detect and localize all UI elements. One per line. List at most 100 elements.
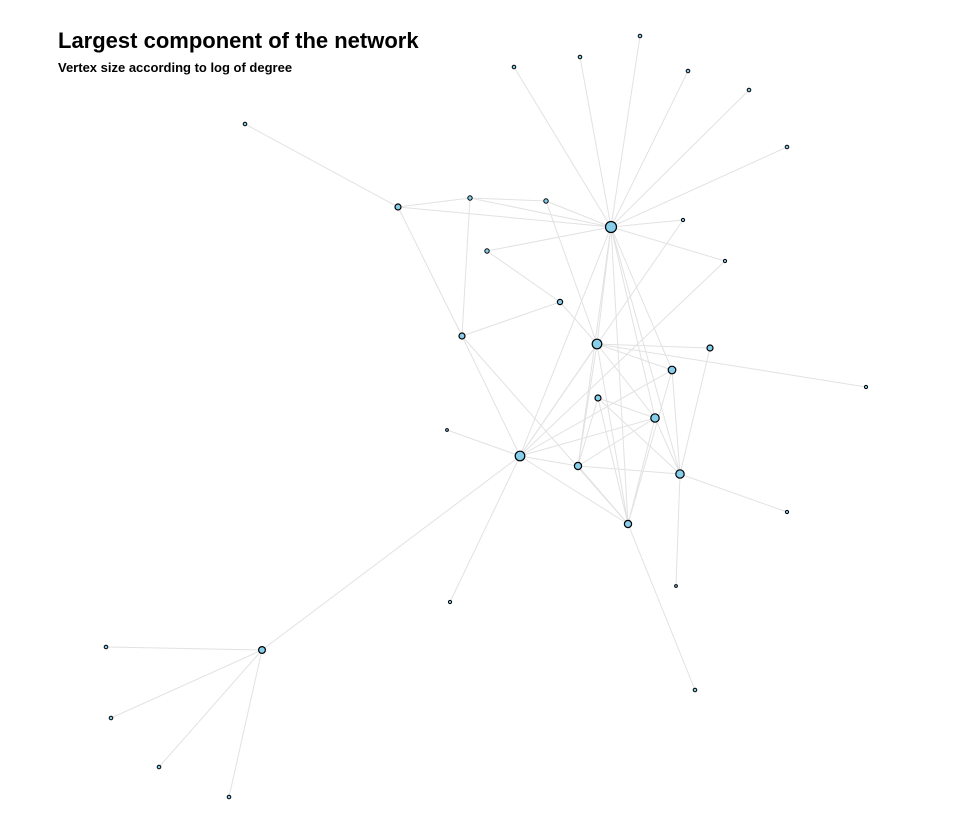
vertex — [108, 715, 114, 721]
vertex — [258, 645, 267, 654]
vertex — [604, 220, 618, 234]
edge — [513, 66, 612, 228]
vertex — [514, 450, 526, 462]
vertex — [685, 68, 691, 74]
vertex — [706, 344, 714, 352]
vertex — [863, 384, 869, 390]
edge — [610, 146, 788, 228]
edge — [446, 429, 521, 457]
edge — [596, 343, 711, 349]
edge — [627, 369, 673, 525]
edge-layer — [105, 35, 867, 798]
vertex — [543, 198, 549, 204]
vertex — [242, 121, 248, 127]
edge — [597, 397, 681, 475]
edge — [596, 343, 867, 388]
vertex — [667, 365, 677, 375]
vertex — [458, 332, 466, 340]
vertex — [637, 33, 643, 39]
edge — [110, 649, 263, 719]
edge — [610, 70, 689, 228]
vertex — [591, 338, 603, 350]
vertex — [650, 413, 660, 423]
vertex — [556, 298, 564, 306]
edge — [158, 649, 263, 768]
vertex — [445, 428, 449, 432]
edge — [519, 417, 656, 457]
edge — [105, 646, 263, 651]
edge — [596, 343, 629, 525]
vertex — [484, 248, 490, 254]
edge — [596, 343, 673, 371]
edge — [610, 35, 641, 228]
vertex — [226, 794, 232, 800]
edge — [559, 301, 598, 345]
edge — [596, 343, 656, 419]
vertex — [594, 394, 602, 402]
edge — [597, 397, 629, 525]
vertex — [577, 54, 583, 60]
vertex — [674, 584, 678, 588]
vertex — [675, 469, 685, 479]
vertex — [511, 64, 517, 70]
edge — [597, 397, 656, 419]
edge — [610, 219, 684, 228]
edge — [610, 226, 726, 262]
vertex — [623, 519, 633, 529]
edge — [610, 89, 750, 228]
edge — [461, 301, 561, 337]
vertex — [784, 144, 790, 150]
edge — [577, 397, 599, 467]
page-subtitle: Vertex size according to log of degree — [58, 60, 293, 75]
vertex — [746, 87, 752, 93]
vertex — [394, 203, 402, 211]
edge — [519, 226, 612, 457]
vertex — [156, 764, 162, 770]
edge — [261, 455, 521, 651]
vertex-layer — [103, 33, 869, 800]
edge — [545, 200, 598, 345]
vertex — [680, 217, 686, 223]
edge — [654, 417, 681, 475]
edge — [486, 226, 612, 252]
edge — [449, 455, 521, 603]
edge — [397, 206, 463, 337]
vertex — [784, 509, 790, 515]
edge — [461, 335, 521, 457]
vertex — [722, 258, 728, 264]
edge — [519, 219, 684, 457]
edge — [610, 226, 681, 475]
edge — [486, 250, 561, 303]
page-title: Largest component of the network — [58, 28, 419, 53]
edge — [577, 465, 629, 525]
edge — [545, 200, 612, 228]
edge — [519, 260, 726, 457]
edge — [519, 369, 673, 457]
edge — [469, 197, 547, 202]
edge — [469, 197, 612, 228]
edge — [461, 197, 471, 337]
edge — [675, 473, 681, 587]
edge — [679, 473, 788, 513]
edge — [610, 226, 629, 525]
edge — [579, 56, 612, 228]
edge — [519, 455, 629, 525]
edge — [577, 465, 681, 475]
edge — [610, 226, 656, 419]
edge — [519, 455, 579, 467]
edge — [577, 343, 598, 467]
edge — [679, 347, 711, 475]
vertex — [573, 461, 583, 471]
vertex — [103, 644, 109, 650]
edge — [627, 523, 696, 691]
edge — [244, 123, 399, 208]
vertex — [692, 687, 698, 693]
vertex — [447, 599, 453, 605]
vertex — [467, 195, 473, 201]
edge — [228, 649, 263, 798]
edge — [577, 417, 656, 467]
edge — [671, 369, 681, 475]
edge — [397, 206, 612, 228]
edge — [397, 197, 471, 208]
